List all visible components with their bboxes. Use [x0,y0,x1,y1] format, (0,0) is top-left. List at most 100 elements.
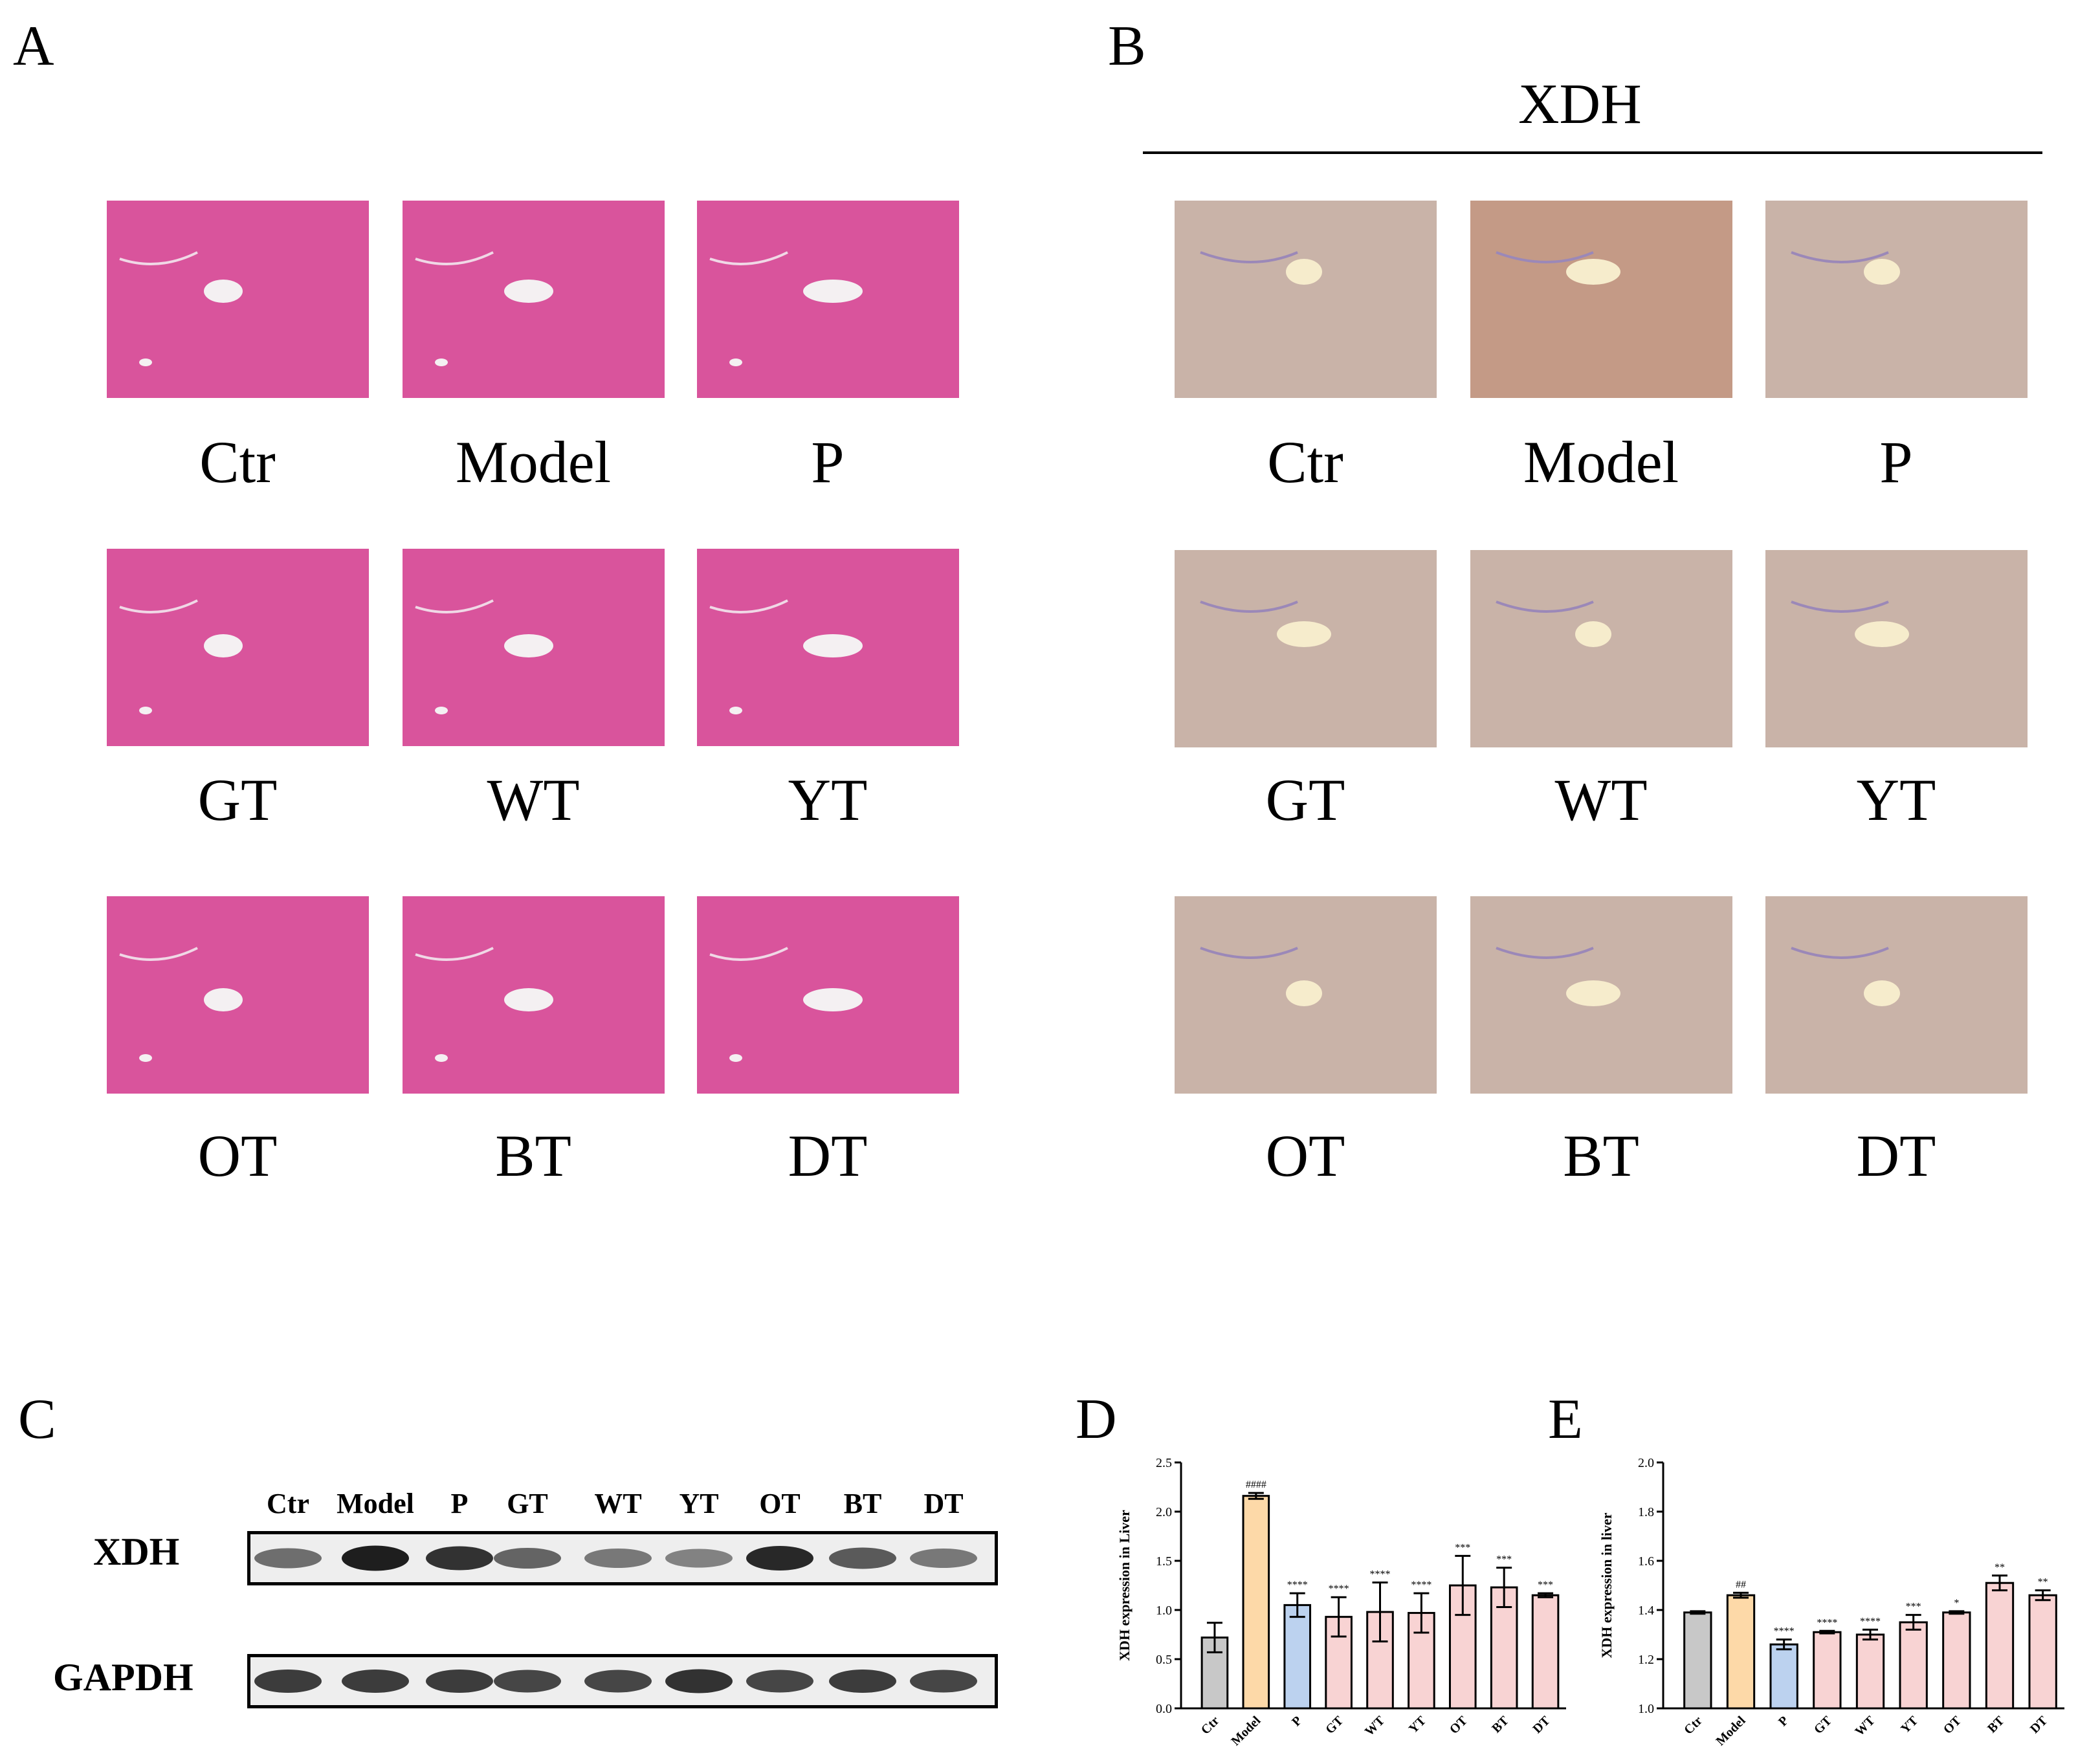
panel-label-c: C [18,1388,56,1451]
gapdh-band-dt [910,1670,977,1693]
ihc-micrograph-wt [1470,550,1732,747]
x-tick-label: P [1776,1714,1791,1729]
y-tick-label: 1.4 [1638,1604,1654,1618]
ihc-caption-ot: OT [1265,1123,1345,1189]
x-tick-label: YT [1898,1714,1921,1737]
he-caption-yt: YT [788,767,868,833]
xdh-band-dt [910,1549,977,1568]
bar-ctr [1683,1611,1712,1710]
wb-strip-xdh [247,1531,998,1585]
bar-bt [1490,1586,1518,1710]
ihc-micrograph-model [1470,201,1732,398]
y-tick-label: 2.5 [1156,1456,1172,1470]
he-micrograph-ot [107,896,369,1094]
x-tick-label: WT [1852,1714,1878,1739]
bar-dt [2028,1594,2057,1710]
he-caption-wt: WT [487,767,580,833]
he-micrograph-yt [697,549,959,746]
he-caption-bt: BT [495,1123,571,1189]
bar-wt [1855,1633,1885,1710]
bar-ot [1942,1611,1971,1710]
wb-row-label-gapdh: GAPDH [53,1656,193,1699]
x-tick-label: Ctr [1681,1714,1705,1737]
x-tick-label: P [1289,1714,1305,1729]
he-micrograph-p [697,201,959,398]
significance-label: **** [1287,1580,1308,1591]
ihc-caption-model: Model [1523,429,1679,495]
wb-lane-label-ctr: Ctr [267,1488,309,1519]
he-caption-model: Model [455,429,612,495]
x-tick-label: OT [1447,1714,1470,1737]
he-micrograph-model [403,201,665,398]
y-tick-label: 1.5 [1156,1554,1172,1569]
significance-label: ** [2038,1577,2048,1588]
wb-lane-label-wt: WT [594,1488,642,1519]
bar-bt [1985,1582,2015,1710]
xdh-band-ctr [254,1548,322,1569]
y-tick-label: 0.5 [1156,1653,1172,1667]
gapdh-band-ctr [254,1670,322,1693]
gapdh-band-yt [665,1669,733,1693]
xdh-band-ot [746,1546,813,1571]
ihc-title: XDH [1518,73,1642,136]
ihc-micrograph-bt [1470,896,1732,1094]
ihc-micrograph-gt [1175,550,1437,747]
x-tick-label: Model [1228,1714,1263,1748]
wb-lane-label-yt: YT [679,1488,719,1519]
he-caption-ctr: Ctr [199,429,276,495]
y-tick-label: 1.0 [1156,1604,1172,1618]
wb-lane-label-gt: GT [507,1488,548,1519]
he-caption-p: P [811,429,845,495]
x-tick-label: GT [1323,1714,1346,1737]
significance-label: * [1954,1598,1959,1609]
y-tick-label: 0.0 [1156,1702,1172,1716]
he-micrograph-bt [403,896,665,1094]
wb-lane-label-bt: BT [843,1488,882,1519]
xdh-band-yt [665,1549,733,1568]
x-tick-label: BT [1489,1714,1512,1736]
y-tick-label: 1.6 [1638,1554,1654,1569]
bar-p [1769,1643,1798,1710]
x-tick-label: OT [1941,1714,1964,1737]
bar-yt [1408,1612,1435,1710]
panel-label-a: A [13,15,54,78]
he-caption-gt: GT [197,767,278,833]
gapdh-band-wt [584,1670,652,1693]
significance-label: **** [1370,1569,1391,1580]
significance-label: *** [1496,1554,1512,1565]
x-tick-label: DT [1530,1714,1553,1737]
wb-lane-label-dt: DT [923,1488,964,1519]
bar-model [1242,1495,1270,1710]
he-micrograph-dt [697,896,959,1094]
ihc-micrograph-yt [1765,550,2028,747]
xdh-band-gt [494,1548,561,1569]
bar-p [1283,1604,1312,1710]
y-axis-label: XDH expression in Liver [1116,1510,1133,1661]
ihc-caption-ctr: Ctr [1267,429,1343,495]
wb-row-label-xdh: XDH [93,1530,180,1573]
gapdh-band-model [342,1670,409,1693]
he-micrograph-wt [403,549,665,746]
panel-label-e: E [1548,1388,1583,1451]
wb-lane-label-ot: OT [759,1488,801,1519]
xdh-band-wt [584,1549,652,1568]
significance-label: **** [1817,1617,1837,1628]
wb-lane-label-p: P [450,1488,469,1519]
x-tick-label: YT [1406,1714,1430,1737]
bar-chart-d: 0.0 0.5 1.0 1.5 2.0 2.5 XDH expression in Live… [1116,1456,1566,1748]
ihc-caption-wt: WT [1554,767,1648,833]
gapdh-band-p [426,1670,493,1693]
xdh-band-model [342,1545,409,1571]
he-caption-ot: OT [197,1123,278,1189]
gapdh-band-gt [494,1670,561,1693]
x-tick-label: DT [2028,1714,2051,1737]
x-tick-label: Model [1713,1714,1748,1748]
ihc-micrograph-dt [1765,896,2028,1094]
wb-strip-gapdh [247,1654,998,1708]
xdh-band-p [426,1546,493,1571]
y-tick-label: 1.8 [1638,1505,1654,1519]
bar-yt [1899,1621,1928,1710]
he-micrograph-ctr [107,201,369,398]
y-tick-label: 1.2 [1638,1653,1654,1667]
x-tick-label: GT [1811,1714,1835,1737]
